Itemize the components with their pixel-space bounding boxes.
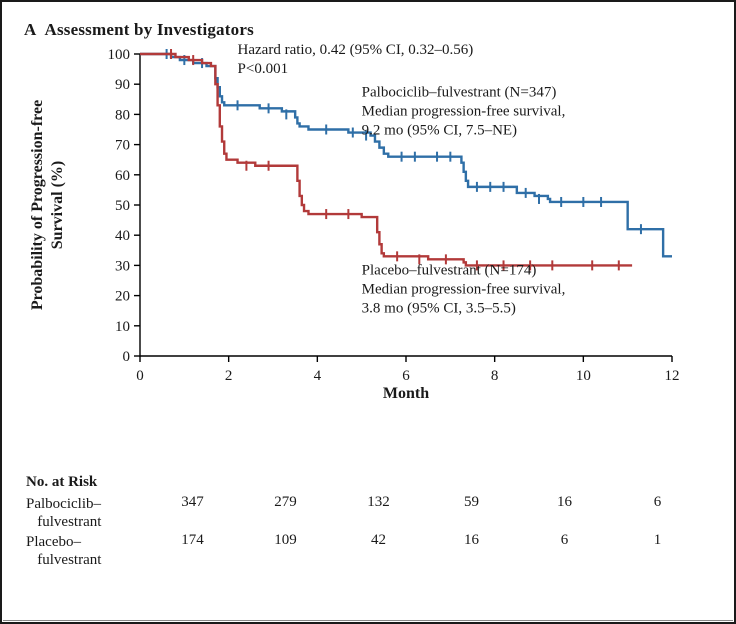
svg-text:6: 6 [402, 368, 410, 384]
svg-text:40: 40 [115, 228, 130, 244]
panel-letter: A [24, 20, 36, 39]
risk-cell: 6 [611, 494, 704, 511]
svg-text:12: 12 [665, 368, 680, 384]
risk-cell: 174 [146, 532, 239, 549]
svg-text:50: 50 [115, 198, 130, 214]
svg-text:8: 8 [491, 368, 499, 384]
risk-cell: 1 [611, 532, 704, 549]
at-risk-table: No. at Risk Palbociclib– fulvestrant3472… [26, 474, 716, 569]
svg-text:20: 20 [115, 289, 130, 305]
table-row: Placebo– fulvestrant174109421661 [26, 532, 716, 570]
svg-text:10: 10 [576, 368, 591, 384]
km-chart: 0102030405060708090100024681012MonthProb… [120, 48, 680, 400]
svg-text:2: 2 [225, 368, 233, 384]
risk-cell: 132 [332, 494, 425, 511]
panel-title: A Assessment by Investigators [24, 20, 712, 40]
svg-text:Hazard ratio, 0.42 (95% CI, 0.: Hazard ratio, 0.42 (95% CI, 0.32–0.56)P<… [238, 42, 474, 77]
svg-text:10: 10 [115, 319, 130, 335]
risk-cell: 347 [146, 494, 239, 511]
svg-text:0: 0 [136, 368, 144, 384]
km-svg: 0102030405060708090100024681012MonthProb… [120, 48, 680, 400]
svg-text:70: 70 [115, 138, 130, 154]
svg-text:Placebo–fulvestrant (N=174)Med: Placebo–fulvestrant (N=174)Median progre… [362, 262, 566, 316]
panel-bottom-rule [3, 620, 733, 621]
svg-text:Month: Month [383, 385, 429, 402]
risk-cell: 6 [518, 532, 611, 549]
svg-text:0: 0 [123, 349, 131, 365]
at-risk-title: No. at Risk [26, 474, 716, 491]
risk-cell: 16 [518, 494, 611, 511]
risk-cell: 59 [425, 494, 518, 511]
risk-cell: 279 [239, 494, 332, 511]
at-risk-rows: Palbociclib– fulvestrant34727913259166Pl… [26, 494, 716, 569]
figure-panel: AAssessment by Investigators 01020304050… [0, 0, 736, 624]
risk-row-name: Palbociclib– fulvestrant [26, 494, 146, 532]
risk-row-values: 174109421661 [146, 532, 704, 549]
risk-row-values: 34727913259166 [146, 494, 704, 511]
svg-text:Probability of Progression-fre: Probability of Progression-freeSurvival … [29, 100, 66, 310]
svg-text:100: 100 [108, 47, 131, 63]
svg-text:Palbociclib–fulvestrant (N=347: Palbociclib–fulvestrant (N=347)Median pr… [362, 84, 566, 138]
svg-text:90: 90 [115, 77, 130, 93]
svg-text:4: 4 [314, 368, 322, 384]
table-row: Palbociclib– fulvestrant34727913259166 [26, 494, 716, 532]
risk-row-name: Placebo– fulvestrant [26, 532, 146, 570]
svg-text:60: 60 [115, 168, 130, 184]
svg-text:30: 30 [115, 258, 130, 274]
risk-cell: 109 [239, 532, 332, 549]
risk-cell: 16 [425, 532, 518, 549]
risk-cell: 42 [332, 532, 425, 549]
svg-text:80: 80 [115, 107, 130, 123]
panel-title-text: Assessment by Investigators [44, 20, 253, 39]
